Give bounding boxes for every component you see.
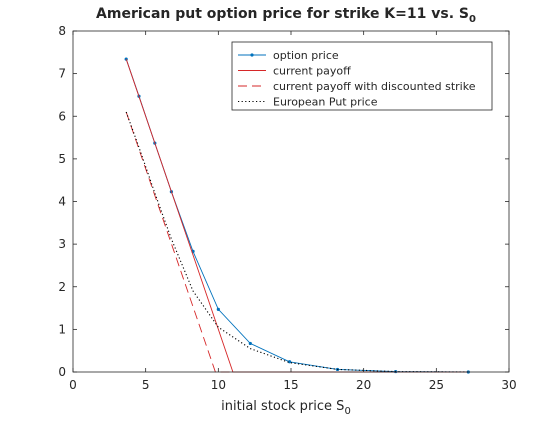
legend-label-1: current payoff — [273, 65, 351, 78]
y-tick-label: 2 — [58, 280, 66, 294]
y-tick-label: 4 — [58, 195, 66, 209]
y-tick-label: 8 — [58, 24, 66, 38]
x-axis-label-subscript: 0 — [344, 406, 350, 417]
y-tick-label: 5 — [58, 152, 66, 166]
x-tick-label: 30 — [501, 378, 516, 392]
data-point — [216, 307, 220, 311]
legend-marker — [250, 53, 254, 57]
x-axis-label-main: initial stock price S — [221, 399, 344, 414]
legend-label-3: European Put price — [273, 96, 378, 109]
legend: option price current payoff current payoff… — [231, 41, 493, 111]
x-tick-label: 20 — [356, 378, 371, 392]
chart-title-main: American put option price for strike K=1… — [96, 6, 469, 22]
ticks-layer: 0 5 10 15 20 25 30 0 1 2 3 4 5 6 7 8 — [58, 24, 516, 392]
x-tick-label: 0 — [69, 378, 77, 392]
y-tick-label: 3 — [58, 237, 66, 251]
x-tick-label: 25 — [429, 378, 444, 392]
x-tick-label: 5 — [142, 378, 150, 392]
data-point — [248, 341, 252, 346]
y-tick-label: 1 — [58, 322, 66, 336]
legend-label-0: option price — [273, 49, 339, 62]
y-tick-label: 6 — [58, 109, 66, 123]
chart-title-subscript: 0 — [469, 14, 476, 25]
y-tick-label: 0 — [58, 365, 66, 379]
x-tick-label: 15 — [283, 378, 298, 392]
x-tick-label: 10 — [211, 378, 226, 392]
chart-title: American put option price for strike K=1… — [96, 6, 476, 25]
legend-label-2: current payoff with discounted strike — [273, 80, 476, 93]
x-axis-label: initial stock price S0 — [221, 399, 351, 417]
legend-box — [231, 41, 493, 111]
data-point — [287, 360, 292, 364]
y-tick-label: 7 — [58, 67, 66, 81]
